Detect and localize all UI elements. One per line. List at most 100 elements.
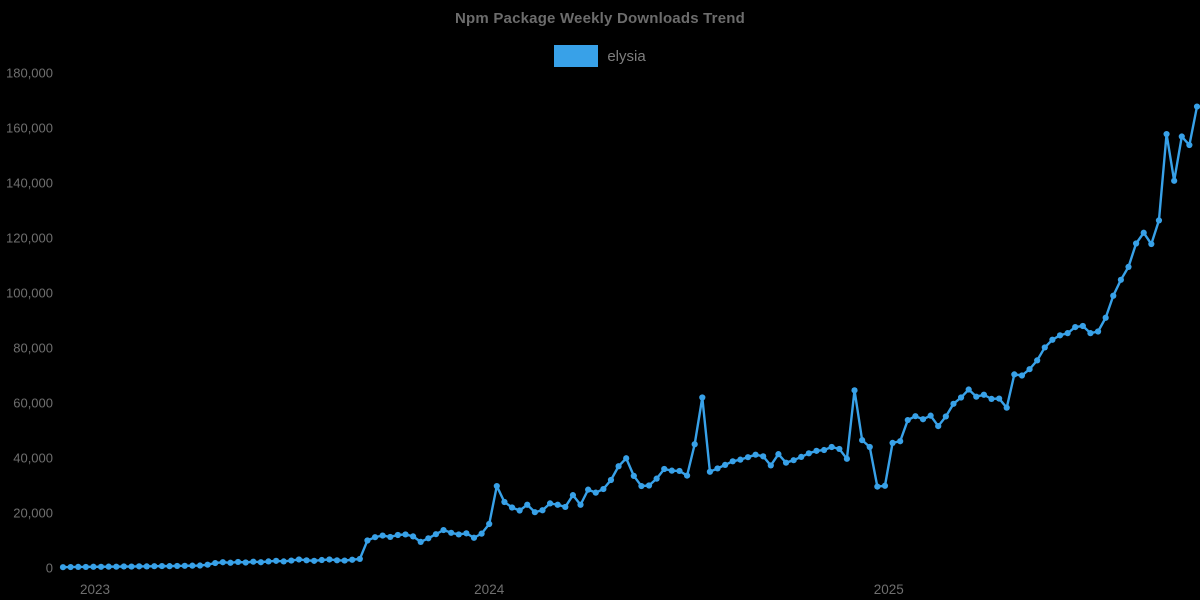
data-point[interactable] xyxy=(866,443,873,451)
data-point[interactable] xyxy=(166,563,173,570)
data-point[interactable] xyxy=(516,507,523,514)
data-point[interactable] xyxy=(569,492,577,499)
data-point[interactable] xyxy=(562,503,569,511)
data-point[interactable] xyxy=(1178,133,1185,140)
data-point[interactable] xyxy=(387,533,394,541)
data-point[interactable] xyxy=(356,555,363,563)
data-point[interactable] xyxy=(181,562,188,569)
data-point[interactable] xyxy=(143,563,150,570)
data-point[interactable] xyxy=(257,559,264,566)
data-point[interactable] xyxy=(379,532,386,539)
data-point[interactable] xyxy=(470,534,478,541)
data-point[interactable] xyxy=(630,472,637,479)
data-point[interactable] xyxy=(904,416,911,424)
data-point[interactable] xyxy=(607,476,615,484)
data-point[interactable] xyxy=(1034,357,1041,364)
data-point[interactable] xyxy=(265,558,272,565)
data-point[interactable] xyxy=(1148,240,1155,248)
data-point[interactable] xyxy=(128,563,135,570)
data-point[interactable] xyxy=(554,501,561,508)
data-point[interactable] xyxy=(432,531,440,538)
data-point[interactable] xyxy=(250,558,257,565)
data-point[interactable] xyxy=(1094,328,1102,335)
data-point[interactable] xyxy=(546,500,554,507)
data-point[interactable] xyxy=(1133,240,1140,247)
data-point[interactable] xyxy=(638,482,645,490)
data-point[interactable] xyxy=(874,483,881,490)
data-point[interactable] xyxy=(227,559,234,566)
data-point[interactable] xyxy=(417,538,424,545)
data-point[interactable] xyxy=(486,520,493,528)
data-point[interactable] xyxy=(851,387,858,394)
data-point[interactable] xyxy=(623,455,630,462)
data-point[interactable] xyxy=(1079,322,1086,330)
data-point[interactable] xyxy=(919,416,927,423)
data-point[interactable] xyxy=(463,530,470,537)
data-point[interactable] xyxy=(942,413,949,420)
data-point[interactable] xyxy=(805,450,812,457)
data-point[interactable] xyxy=(828,443,835,451)
data-point[interactable] xyxy=(273,557,280,564)
data-point[interactable] xyxy=(1155,217,1163,224)
data-point[interactable] xyxy=(744,454,752,461)
data-point[interactable] xyxy=(676,467,683,475)
data-point[interactable] xyxy=(973,393,980,400)
data-point[interactable] xyxy=(371,534,379,541)
data-point[interactable] xyxy=(318,556,325,564)
data-point[interactable] xyxy=(798,453,805,460)
data-point[interactable] xyxy=(767,462,774,469)
data-point[interactable] xyxy=(585,486,592,493)
data-point[interactable] xyxy=(242,559,249,566)
data-point[interactable] xyxy=(820,446,828,454)
data-point[interactable] xyxy=(402,531,409,538)
data-point[interactable] xyxy=(539,507,546,514)
data-point[interactable] xyxy=(813,447,820,454)
data-point[interactable] xyxy=(699,394,706,401)
data-point[interactable] xyxy=(645,482,653,489)
data-point[interactable] xyxy=(364,537,371,544)
data-point[interactable] xyxy=(957,394,965,401)
data-point[interactable] xyxy=(980,391,988,398)
data-point[interactable] xyxy=(508,504,516,511)
data-point[interactable] xyxy=(752,451,759,458)
data-point[interactable] xyxy=(113,563,120,570)
data-point[interactable] xyxy=(1171,177,1178,184)
data-point[interactable] xyxy=(683,472,691,479)
data-point[interactable] xyxy=(737,456,744,463)
data-point[interactable] xyxy=(409,533,417,540)
data-point[interactable] xyxy=(59,564,67,571)
data-point[interactable] xyxy=(1163,130,1170,138)
data-point[interactable] xyxy=(912,413,919,420)
data-point[interactable] xyxy=(592,489,599,496)
data-point[interactable] xyxy=(204,561,211,568)
data-point[interactable] xyxy=(196,562,204,569)
data-point[interactable] xyxy=(189,562,196,569)
data-point[interactable] xyxy=(1117,276,1124,283)
data-point[interactable] xyxy=(295,556,303,563)
data-point[interactable] xyxy=(691,441,698,448)
data-point[interactable] xyxy=(212,559,219,567)
data-point[interactable] xyxy=(455,531,462,538)
data-point[interactable] xyxy=(1193,103,1200,110)
data-point[interactable] xyxy=(897,438,904,445)
data-point[interactable] xyxy=(303,557,310,564)
data-point[interactable] xyxy=(1003,404,1010,411)
data-point[interactable] xyxy=(927,412,934,419)
data-point[interactable] xyxy=(1018,372,1026,379)
data-point[interactable] xyxy=(440,526,447,534)
data-point[interactable] xyxy=(234,558,242,566)
data-point[interactable] xyxy=(136,563,143,570)
data-point[interactable] xyxy=(615,463,622,470)
data-point[interactable] xyxy=(996,395,1003,402)
data-point[interactable] xyxy=(775,451,782,458)
data-point[interactable] xyxy=(67,563,74,571)
data-point[interactable] xyxy=(394,531,401,539)
data-point[interactable] xyxy=(219,559,226,566)
data-point[interactable] xyxy=(158,562,166,570)
data-point[interactable] xyxy=(120,563,127,570)
data-point[interactable] xyxy=(90,563,97,570)
data-point[interactable] xyxy=(760,453,767,460)
data-point[interactable] xyxy=(706,468,714,475)
data-point[interactable] xyxy=(1140,229,1147,236)
data-point[interactable] xyxy=(782,459,790,466)
